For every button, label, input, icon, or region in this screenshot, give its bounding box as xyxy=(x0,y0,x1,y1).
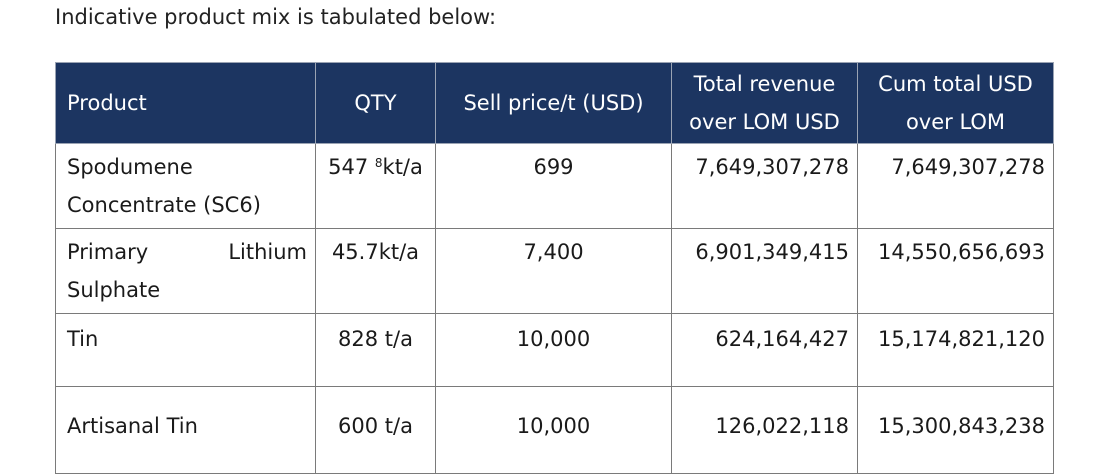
header-cum-total-line1: Cum total USD xyxy=(878,72,1033,96)
header-product: Product xyxy=(55,62,316,144)
product-cell: Tin xyxy=(55,313,316,387)
intro-text: Indicative product mix is tabulated belo… xyxy=(55,5,497,29)
qty-cell: 547 8kt/a xyxy=(315,143,436,229)
qty-unit: kt/a xyxy=(382,155,423,179)
table-body: Spodumene Concentrate (SC6) 547 8kt/a 69… xyxy=(55,143,1054,474)
product-name-line2: Sulphate xyxy=(67,278,161,302)
table-header: Product QTY Sell price/t (USD) Total rev… xyxy=(55,62,1054,144)
table-row: Primary Lithium Sulphate 45.7kt/a 7,400 … xyxy=(55,228,1054,314)
product-cell: Artisanal Tin xyxy=(55,386,316,474)
cum-total-cell: 15,300,843,238 xyxy=(857,386,1054,474)
qty-value: 547 xyxy=(328,155,375,179)
table-row: Artisanal Tin 600 t/a 10,000 126,022,118… xyxy=(55,386,1054,474)
total-revenue-cell: 126,022,118 xyxy=(671,386,858,474)
header-total-revenue-line1: Total revenue xyxy=(693,72,836,96)
header-cum-total-line2: over LOM xyxy=(905,110,1006,134)
sell-price-cell: 7,400 xyxy=(435,228,672,314)
qty-cell: 45.7kt/a xyxy=(315,228,436,314)
table-row: Spodumene Concentrate (SC6) 547 8kt/a 69… xyxy=(55,143,1054,229)
cum-total-cell: 7,649,307,278 xyxy=(857,143,1054,229)
total-revenue-cell: 624,164,427 xyxy=(671,313,858,387)
header-cum-total: Cum total USD over LOM xyxy=(857,62,1054,144)
sell-price-cell: 699 xyxy=(435,143,672,229)
qty-cell: 600 t/a xyxy=(315,386,436,474)
product-cell: Primary Lithium Sulphate xyxy=(55,228,316,314)
sell-price-cell: 10,000 xyxy=(435,313,672,387)
header-row: Product QTY Sell price/t (USD) Total rev… xyxy=(55,62,1054,144)
product-name-line1: Primary Lithium xyxy=(67,233,307,271)
table-row: Tin 828 t/a 10,000 624,164,427 15,174,82… xyxy=(55,313,1054,387)
qty-cell: 828 t/a xyxy=(315,313,436,387)
footnote-marker: 8 xyxy=(374,156,383,170)
sell-price-cell: 10,000 xyxy=(435,386,672,474)
product-word-primary: Primary xyxy=(67,240,149,264)
cum-total-cell: 15,174,821,120 xyxy=(857,313,1054,387)
product-word-lithium: Lithium xyxy=(228,240,307,264)
product-name-line2: Concentrate (SC6) xyxy=(67,193,261,217)
product-name-line1: Spodumene xyxy=(67,155,193,179)
header-total-revenue-line2: over LOM USD xyxy=(689,110,840,134)
total-revenue-cell: 6,901,349,415 xyxy=(671,228,858,314)
total-revenue-cell: 7,649,307,278 xyxy=(671,143,858,229)
cum-total-cell: 14,550,656,693 xyxy=(857,228,1054,314)
header-qty: QTY xyxy=(315,62,436,144)
product-mix-table: Product QTY Sell price/t (USD) Total rev… xyxy=(55,62,1054,474)
product-cell: Spodumene Concentrate (SC6) xyxy=(55,143,316,229)
header-sell-price: Sell price/t (USD) xyxy=(435,62,672,144)
header-total-revenue: Total revenue over LOM USD xyxy=(671,62,858,144)
